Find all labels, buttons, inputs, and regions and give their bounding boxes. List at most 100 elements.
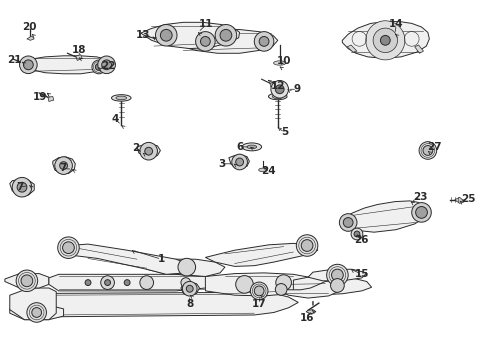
- Circle shape: [422, 145, 432, 156]
- Circle shape: [343, 217, 352, 228]
- Circle shape: [254, 32, 273, 51]
- Polygon shape: [342, 201, 427, 232]
- Polygon shape: [146, 259, 224, 276]
- Circle shape: [181, 278, 190, 288]
- Polygon shape: [20, 56, 111, 74]
- Circle shape: [92, 60, 105, 74]
- Polygon shape: [454, 197, 464, 203]
- Polygon shape: [27, 36, 34, 40]
- Circle shape: [331, 269, 343, 281]
- Polygon shape: [141, 22, 239, 49]
- Circle shape: [250, 282, 267, 300]
- Circle shape: [235, 276, 253, 293]
- Polygon shape: [10, 305, 63, 320]
- Polygon shape: [48, 96, 54, 102]
- Polygon shape: [307, 269, 366, 281]
- Circle shape: [254, 286, 264, 296]
- Circle shape: [21, 275, 33, 287]
- Text: 27: 27: [426, 142, 441, 152]
- Text: 5: 5: [281, 127, 287, 138]
- Circle shape: [55, 157, 72, 174]
- Circle shape: [60, 162, 67, 170]
- Polygon shape: [346, 45, 356, 52]
- Circle shape: [195, 32, 215, 51]
- Ellipse shape: [116, 96, 126, 100]
- Circle shape: [235, 158, 243, 166]
- Text: 26: 26: [354, 235, 368, 246]
- Text: 8: 8: [186, 299, 193, 309]
- Circle shape: [62, 242, 74, 253]
- Circle shape: [200, 36, 210, 46]
- Circle shape: [23, 60, 33, 70]
- Text: 3: 3: [218, 159, 224, 169]
- Polygon shape: [49, 274, 220, 291]
- Text: 23: 23: [412, 192, 427, 202]
- Circle shape: [411, 203, 430, 222]
- Polygon shape: [181, 283, 199, 295]
- Text: 22: 22: [101, 60, 116, 71]
- Text: 7: 7: [59, 163, 66, 174]
- Circle shape: [270, 81, 288, 98]
- Polygon shape: [10, 179, 34, 195]
- Circle shape: [330, 279, 344, 292]
- Text: 21: 21: [7, 55, 22, 66]
- Circle shape: [380, 35, 389, 45]
- Circle shape: [98, 56, 115, 73]
- Circle shape: [275, 85, 284, 94]
- Polygon shape: [29, 292, 298, 317]
- Polygon shape: [205, 243, 317, 266]
- Circle shape: [415, 207, 427, 218]
- Circle shape: [231, 154, 247, 170]
- Polygon shape: [59, 244, 195, 274]
- Polygon shape: [205, 273, 322, 296]
- Circle shape: [301, 240, 312, 251]
- Circle shape: [16, 270, 38, 292]
- Ellipse shape: [258, 168, 267, 172]
- Ellipse shape: [111, 95, 131, 101]
- Polygon shape: [23, 61, 30, 67]
- Ellipse shape: [246, 145, 256, 149]
- Polygon shape: [414, 45, 423, 53]
- Circle shape: [27, 303, 46, 322]
- Circle shape: [418, 142, 436, 159]
- Polygon shape: [293, 276, 371, 295]
- Circle shape: [275, 284, 286, 295]
- Circle shape: [178, 258, 195, 276]
- Circle shape: [160, 30, 172, 41]
- Circle shape: [372, 28, 397, 53]
- Polygon shape: [269, 82, 274, 87]
- Text: 20: 20: [22, 22, 37, 32]
- Circle shape: [140, 143, 157, 160]
- Circle shape: [58, 237, 79, 258]
- Circle shape: [215, 24, 236, 46]
- Text: 17: 17: [251, 299, 266, 309]
- Ellipse shape: [242, 143, 261, 151]
- Polygon shape: [10, 288, 56, 320]
- Circle shape: [259, 36, 268, 46]
- Ellipse shape: [268, 93, 286, 100]
- Text: 1: 1: [158, 254, 164, 264]
- Circle shape: [32, 307, 41, 318]
- Text: 24: 24: [260, 166, 275, 176]
- Circle shape: [144, 147, 152, 155]
- Polygon shape: [137, 144, 160, 158]
- Circle shape: [275, 275, 291, 291]
- Text: 13: 13: [135, 30, 150, 40]
- Circle shape: [12, 177, 32, 197]
- Circle shape: [85, 280, 91, 285]
- Polygon shape: [53, 157, 75, 174]
- Circle shape: [17, 182, 27, 192]
- Circle shape: [20, 56, 37, 73]
- Text: 2: 2: [132, 143, 139, 153]
- Text: 11: 11: [199, 19, 213, 30]
- Text: 4: 4: [111, 114, 119, 124]
- Circle shape: [155, 24, 177, 46]
- Circle shape: [101, 276, 114, 289]
- Circle shape: [104, 280, 110, 285]
- Circle shape: [186, 285, 193, 292]
- Ellipse shape: [273, 61, 285, 65]
- Polygon shape: [305, 310, 315, 314]
- Circle shape: [182, 282, 197, 296]
- Text: 15: 15: [354, 269, 368, 279]
- Polygon shape: [342, 22, 428, 58]
